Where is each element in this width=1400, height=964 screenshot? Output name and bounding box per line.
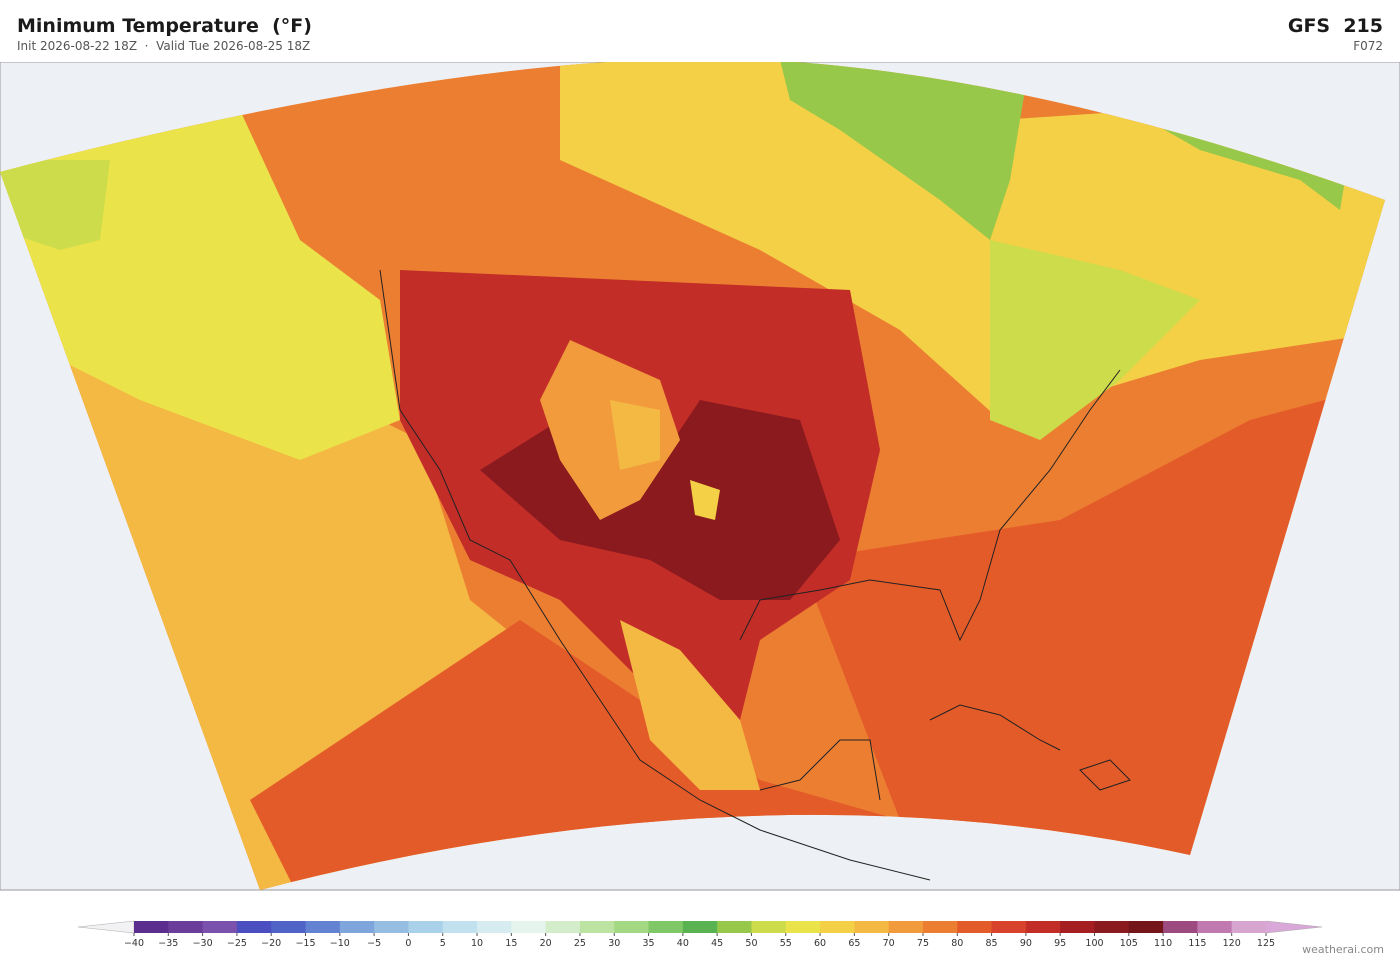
colorbar-tick-label: 105 bbox=[1120, 938, 1138, 949]
colorbar-tick-label: −35 bbox=[158, 938, 178, 949]
colorbar-tick-label: 40 bbox=[677, 938, 689, 949]
colorbar-swatch bbox=[648, 921, 684, 933]
colorbar-tick-label: −30 bbox=[193, 938, 213, 949]
colorbar-swatch bbox=[236, 921, 272, 933]
colorbar-swatch bbox=[1060, 921, 1095, 933]
colorbar-swatch bbox=[854, 921, 890, 933]
forecast-hour: F072 bbox=[1353, 39, 1383, 53]
colorbar-swatch bbox=[305, 921, 341, 933]
colorbar-tick-label: 65 bbox=[848, 938, 860, 949]
colorbar-swatch bbox=[614, 921, 650, 933]
colorbar-tick-label: 90 bbox=[1020, 938, 1032, 949]
colorbar-tick-label: 15 bbox=[505, 938, 517, 949]
colorbar-swatch bbox=[957, 921, 993, 933]
colorbar-swatch bbox=[202, 921, 238, 933]
colorbar-swatch bbox=[717, 921, 752, 933]
colorbar-swatch bbox=[682, 921, 718, 933]
colorbar-swatch bbox=[1094, 921, 1130, 933]
colorbar-tick-label: −25 bbox=[227, 938, 247, 949]
colorbar-swatch bbox=[991, 921, 1027, 933]
colorbar-tick-label: 100 bbox=[1085, 938, 1103, 949]
colorbar-swatch bbox=[785, 921, 821, 933]
colorbar-tick-label: 75 bbox=[917, 938, 929, 949]
colorbar-tick-label: 35 bbox=[642, 938, 654, 949]
colorbar-tick-label: 120 bbox=[1223, 938, 1241, 949]
colorbar-over bbox=[1265, 920, 1323, 934]
colorbar-swatch bbox=[511, 921, 547, 933]
colorbar-tick-label: 30 bbox=[608, 938, 620, 949]
colorbar-swatch bbox=[477, 921, 512, 933]
colorbar-tick-label: 0 bbox=[405, 938, 411, 949]
colorbar-swatch bbox=[374, 921, 409, 933]
colorbar-tick-label: 50 bbox=[745, 938, 757, 949]
credit: weatherai.com bbox=[1302, 943, 1384, 956]
colorbar-tick-label: 25 bbox=[574, 938, 586, 949]
colorbar-swatch bbox=[888, 921, 924, 933]
colorbar-swatch bbox=[168, 921, 204, 933]
colorbar-tick-label: 85 bbox=[986, 938, 998, 949]
subtitle: Init 2026-08-22 18Z · Valid Tue 2026-08-… bbox=[17, 39, 311, 53]
colorbar-tick-label: 110 bbox=[1154, 938, 1172, 949]
colorbar-swatch bbox=[820, 921, 855, 933]
title: Minimum Temperature (°F) bbox=[17, 15, 312, 37]
colorbar-tick-label: −10 bbox=[330, 938, 350, 949]
colorbar-tick-label: −40 bbox=[124, 938, 144, 949]
colorbar-tick-label: 80 bbox=[951, 938, 963, 949]
colorbar-swatch bbox=[1231, 921, 1267, 933]
map bbox=[0, 62, 1400, 891]
colorbar-tick-label: 20 bbox=[540, 938, 552, 949]
colorbar-tick-label: −20 bbox=[261, 938, 281, 949]
colorbar-swatch bbox=[408, 921, 444, 933]
colorbar-swatch bbox=[1197, 921, 1233, 933]
colorbar-under bbox=[77, 920, 135, 934]
coastlines bbox=[379, 269, 1131, 881]
colorbar-tick-label: 125 bbox=[1257, 938, 1275, 949]
colorbar-tick-label: 115 bbox=[1188, 938, 1206, 949]
colorbar-tick-label: 70 bbox=[883, 938, 895, 949]
colorbar-tick-label: 60 bbox=[814, 938, 826, 949]
colorbar-swatch bbox=[1025, 921, 1061, 933]
colorbar-swatch bbox=[751, 921, 787, 933]
colorbar-swatch bbox=[442, 921, 478, 933]
colorbar-swatch bbox=[271, 921, 307, 933]
colorbar-swatch bbox=[922, 921, 958, 933]
colorbar-swatch bbox=[1163, 921, 1198, 933]
colorbar: −40 −35 −30 −25 −20 −15 −10 −5 0 5 10 15 20 25 30 35 40 4… bbox=[77, 920, 1323, 949]
colorbar-tick-label: 10 bbox=[471, 938, 483, 949]
colorbar-tick-label: 95 bbox=[1054, 938, 1066, 949]
colorbar-swatch bbox=[1128, 921, 1164, 933]
colorbar-swatch bbox=[134, 921, 169, 933]
colorbar-tick-label: −5 bbox=[367, 938, 381, 949]
colorbar-tick-label: 5 bbox=[440, 938, 446, 949]
colorbar-tick-label: 55 bbox=[780, 938, 792, 949]
colorbar-swatch bbox=[545, 921, 581, 933]
colorbar-swatch bbox=[339, 921, 375, 933]
model-label: GFS 215 bbox=[1287, 15, 1383, 37]
colorbar-tick-label: 45 bbox=[711, 938, 723, 949]
colorbar-swatch bbox=[579, 921, 615, 933]
colorbar-tick-label: −15 bbox=[295, 938, 315, 949]
